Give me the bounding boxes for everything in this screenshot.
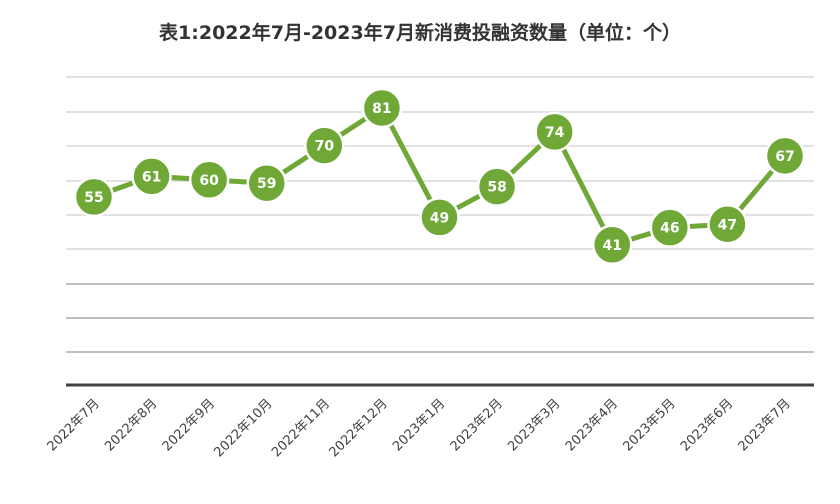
data-point-marker [361,87,403,129]
data-point-marker [131,156,172,197]
data-point-marker [592,224,633,266]
x-tick-label: 2023年4月 [563,396,621,454]
x-tick-labels: 2022年7月 2022年8月 2022年9月2022年10月2022年11月202… [45,396,794,460]
x-tick-label: 2023年6月 [678,396,736,454]
data-label: 74 [545,125,565,141]
data-label: 41 [603,238,622,254]
data-label: 46 [660,221,679,237]
data-label: 55 [84,190,103,206]
data-point-marker [649,207,691,248]
x-tick-label: 2023年7月 [736,396,794,454]
data-point-marker [476,166,518,207]
data-point-marker [707,204,748,245]
x-tick-label: 2023年5月 [620,396,678,454]
data-label: 81 [372,101,391,117]
data-point-marker [188,159,230,201]
x-tick-label: 2022年11月 [269,396,333,460]
x-tick-label: 2022年10月 [211,396,275,460]
data-point-marker [246,162,287,204]
data-label: 49 [430,210,449,226]
data-point-marker [304,125,345,166]
data-point-marker [764,135,806,177]
x-tick-label: 2022年8月 [102,396,160,454]
x-tick-label: 2022年12月 [327,396,391,460]
data-label: 58 [487,180,506,196]
data-label: 60 [199,173,219,189]
data-label: 70 [315,139,335,155]
data-label: 47 [718,217,737,233]
data-label: 59 [257,176,276,192]
x-tick-label: 2022年9月 [160,396,218,454]
data-label: 67 [775,149,794,165]
data-label: 61 [142,169,161,185]
x-tick-label: 2023年1月 [390,396,448,454]
x-tick-label: 2022年7月 [45,396,103,454]
data-series: 55 61 60 59 70 81 49 58 74 41 46 47 67 [73,87,806,266]
data-point-marker [534,111,575,153]
data-point-marker [419,197,460,238]
chart-title: 表1:2022年7月-2023年7月新消费投融资数量（单位：个） [159,22,681,44]
x-tick-label: 2023年3月 [505,396,563,454]
data-point-marker [73,176,115,218]
x-tick-label: 2023年2月 [448,396,506,454]
